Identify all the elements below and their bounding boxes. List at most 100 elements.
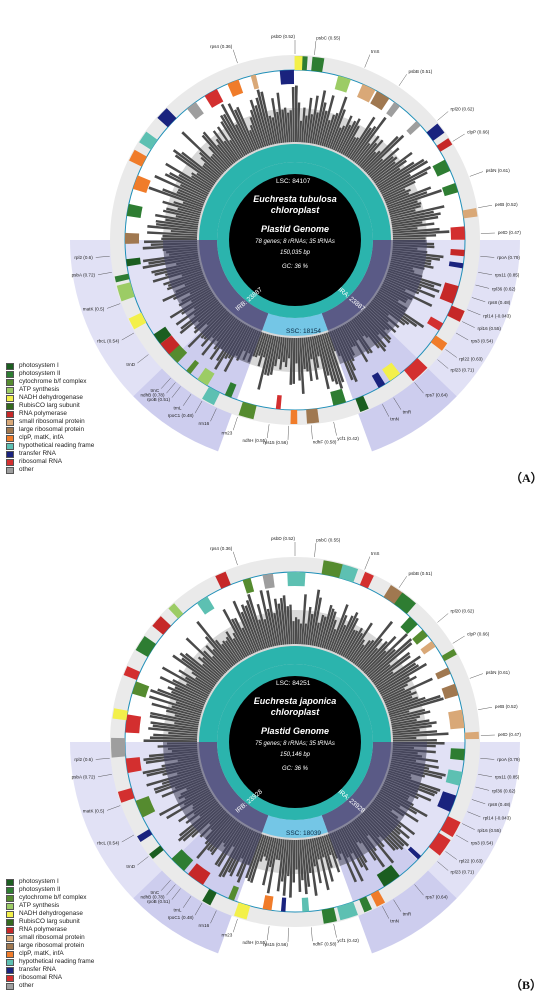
- gene-label: petB (0.52): [495, 202, 518, 207]
- gene-label: ycf1 (0.42): [337, 436, 359, 441]
- gene-block: [465, 732, 479, 739]
- legend-swatch: [6, 887, 14, 894]
- legend-swatch: [6, 903, 14, 910]
- gene-label: rpl36 (0.62): [492, 788, 516, 793]
- legend-swatch: [6, 379, 14, 386]
- gene-label: ndhF (0.58): [313, 941, 337, 946]
- ssc-label: SSC: 18039: [286, 830, 321, 837]
- legend-label: RNA polymerase: [19, 926, 67, 934]
- legend-item: cytochrome b/f complex: [6, 894, 94, 902]
- gene-label: rps4 (0.36): [210, 44, 233, 49]
- gene-block: [442, 183, 458, 196]
- legend-label: ribosomal RNA: [19, 974, 62, 982]
- legend-swatch: [6, 919, 14, 926]
- gene-label-line: [453, 134, 465, 141]
- legend-label: large ribosomal protein: [19, 942, 84, 950]
- gene-label: psbD (0.52): [271, 34, 295, 39]
- gene-label: trnS: [371, 551, 379, 556]
- legend-swatch: [6, 983, 14, 990]
- legend-label: photosystem I: [19, 878, 59, 886]
- legend-label: RubisCO larg subunit: [19, 918, 80, 926]
- gene-label: psbC (0.55): [316, 537, 340, 542]
- legend-label: NADH dehydrogenase: [19, 910, 83, 918]
- legend-item: photosystem II: [6, 370, 94, 378]
- gc-content: GC: 36 %: [225, 264, 365, 270]
- legend-item: small ribosomal protein: [6, 418, 94, 426]
- legend-swatch: [6, 911, 14, 918]
- legend-item: hypothetical reading frame: [6, 442, 94, 450]
- gene-label-line: [314, 41, 315, 55]
- legend-item: RNA polymerase: [6, 410, 94, 418]
- legend-swatch: [6, 935, 14, 942]
- legend-swatch: [6, 959, 14, 966]
- legend-label: large ribosomal protein: [19, 426, 84, 434]
- gene-label: rpl20 (0.62): [451, 609, 475, 614]
- gene-block: [263, 895, 274, 910]
- legend-label: ribosomal RNA: [19, 458, 62, 466]
- legend-label: other: [19, 982, 34, 990]
- gene-label: psbA (0.72): [72, 272, 96, 277]
- gene-label: rpoC1 (0.48): [168, 915, 194, 920]
- ssc-label: SSC: 18154: [286, 328, 321, 335]
- gene-label: rrn23: [222, 430, 233, 435]
- gene-label: rpl16 (0.55): [477, 828, 501, 833]
- gene-label: rpoA (0.79): [497, 255, 520, 260]
- gene-label: rpl16 (0.55): [477, 326, 501, 331]
- gene-label: rps15 (0.56): [263, 942, 288, 947]
- legend-swatch: [6, 943, 14, 950]
- legend-label: RNA polymerase: [19, 410, 67, 418]
- legend-label: RubisCO larg subunit: [19, 402, 80, 410]
- gene-label: rps8 (0.48): [488, 300, 511, 305]
- gene-label-line: [478, 205, 492, 207]
- gene-label: matK (0.5): [83, 809, 105, 814]
- gene-label: petB (0.52): [495, 704, 518, 709]
- gene-label-line: [437, 111, 448, 120]
- gene-label-line: [334, 924, 337, 938]
- gene-block: [280, 70, 294, 85]
- legend-item: transfer RNA: [6, 450, 94, 458]
- legend-item: photosystem II: [6, 886, 94, 894]
- gene-label: rpl2 (0.6): [74, 255, 93, 260]
- genome-subtitle: Plastid Genome: [225, 224, 365, 234]
- legend-label: ATP synthesis: [19, 386, 59, 394]
- gene-block: [125, 714, 141, 733]
- legend-item: ATP synthesis: [6, 902, 94, 910]
- legend-swatch: [6, 467, 14, 474]
- gene-label: petD (0.47): [498, 230, 521, 235]
- gene-label: psbA (0.72): [72, 774, 96, 779]
- legend-swatch: [6, 459, 14, 466]
- lsc-label: LSC: 84251: [276, 680, 310, 687]
- legend-swatch: [6, 879, 14, 886]
- panel-label: （A）: [510, 469, 543, 486]
- lsc-label: LSC: 84107: [276, 178, 310, 185]
- gene-label-line: [470, 674, 483, 679]
- legend-swatch: [6, 435, 14, 442]
- legend-swatch: [6, 967, 14, 974]
- gene-label: petD (0.47): [498, 732, 521, 737]
- gene-block: [302, 897, 309, 911]
- gene-label-line: [311, 425, 312, 439]
- gene-label-line: [365, 55, 370, 68]
- gene-block: [125, 233, 139, 244]
- gene-block: [295, 56, 303, 70]
- gene-label: rrn16: [198, 421, 209, 426]
- gene-label: trnR: [403, 409, 412, 414]
- gene-label: rps3 (0.54): [471, 339, 494, 344]
- species-name: Euchresta japonica: [225, 696, 365, 707]
- gene-label-line: [233, 919, 237, 932]
- legend-label: photosystem II: [19, 370, 61, 378]
- gene-block: [263, 573, 275, 588]
- gene-label: rps8 (0.48): [488, 802, 511, 807]
- gene-label: rpl36 (0.62): [492, 286, 516, 291]
- gene-label: ycf1 (0.42): [337, 938, 359, 943]
- gene-block: [448, 710, 464, 730]
- gene-label: rpl22 (0.63): [459, 859, 483, 864]
- legend-label: other: [19, 466, 34, 474]
- legend-label: hypothetical reading frame: [19, 958, 94, 966]
- legend-label: photosystem I: [19, 362, 59, 370]
- gene-label: ndhH (0.55): [242, 438, 267, 443]
- gene-label: psbN (0.61): [486, 670, 510, 675]
